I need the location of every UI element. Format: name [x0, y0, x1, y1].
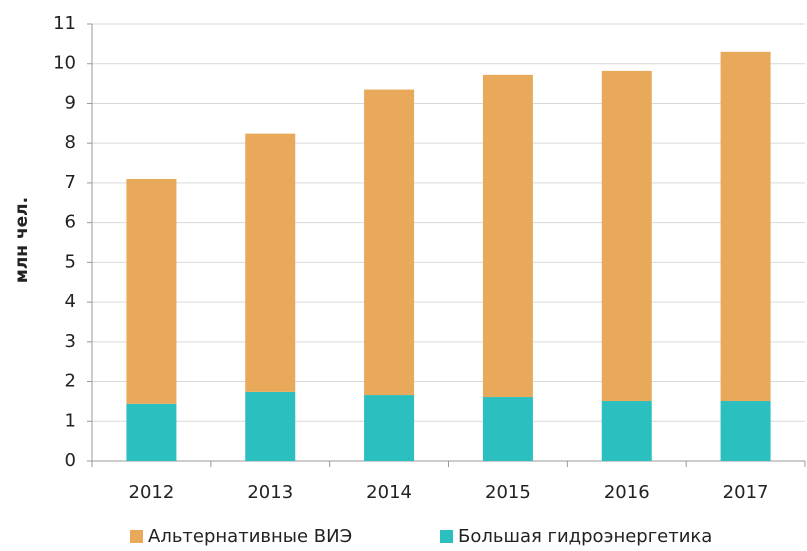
x-tick-label: 2013	[247, 482, 293, 503]
bar-segment	[245, 133, 296, 392]
legend-swatch	[130, 530, 143, 543]
y-tick-label: 10	[53, 53, 76, 74]
legend-label: Альтернативные ВИЭ	[148, 526, 352, 547]
y-tick-label: 4	[65, 291, 76, 312]
legend-swatch	[440, 530, 453, 543]
bar-segment	[364, 89, 415, 396]
x-tick-label: 2014	[366, 482, 412, 503]
x-tick-label: 2012	[129, 482, 175, 503]
bar-segment	[720, 51, 771, 402]
y-tick-label: 0	[65, 450, 76, 471]
y-tick-label: 7	[65, 172, 76, 193]
legend-label: Большая гидроэнергетика	[458, 526, 712, 547]
bar-segment	[482, 397, 533, 461]
y-tick-label: 8	[65, 132, 76, 153]
bar-segment	[482, 74, 533, 398]
bar-segment	[720, 401, 771, 461]
bar-segment	[364, 395, 415, 461]
bar-segment	[601, 401, 652, 461]
bar-segment	[126, 178, 177, 404]
y-tick-label: 11	[53, 13, 76, 34]
bar-segment	[126, 403, 177, 461]
bar-segment	[245, 391, 296, 461]
y-tick-label: 6	[65, 212, 76, 233]
y-tick-label: 2	[65, 371, 76, 392]
y-tick-label: 9	[65, 92, 76, 113]
bar-segment	[601, 70, 652, 402]
y-tick-label: 3	[65, 331, 76, 352]
y-axis-label: млн чел.	[12, 197, 32, 283]
x-tick-label: 2015	[485, 482, 531, 503]
x-tick-label: 2017	[723, 482, 769, 503]
y-tick-label: 5	[65, 251, 76, 272]
y-tick-label: 1	[65, 410, 76, 431]
x-tick-label: 2016	[604, 482, 650, 503]
